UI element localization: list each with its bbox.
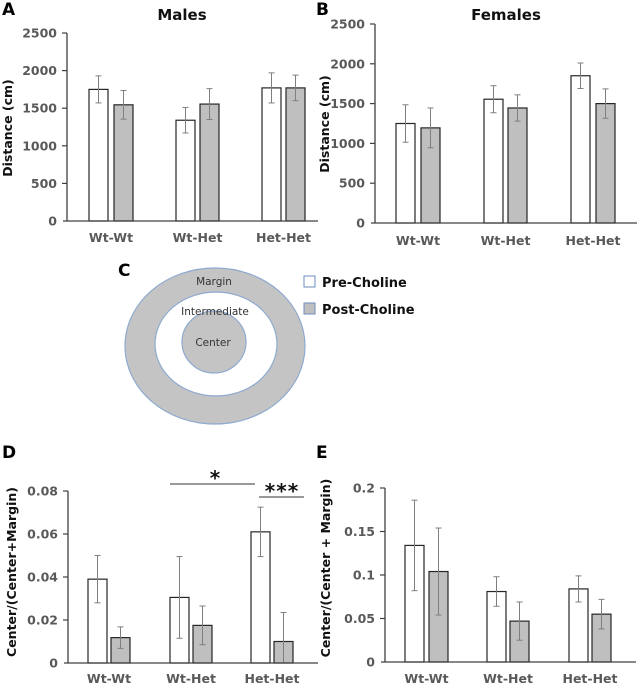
y-tick-label: 0.2	[353, 481, 375, 496]
y-axis-label-e: Center/(Center + Margin)	[318, 479, 333, 658]
x-tick-label: Het-Het	[256, 230, 311, 245]
panel-letter-d: D	[2, 443, 16, 463]
x-tick-label: Wt-Wt	[87, 671, 131, 685]
center-zone	[181, 310, 247, 374]
legend: Pre-Choline Post-Choline	[303, 275, 415, 318]
y-tick-label: 2000	[22, 63, 57, 78]
bar-pre-wt-wt	[88, 88, 109, 222]
y-tick-label: 0.02	[27, 613, 58, 628]
intermediate-label: Intermediate	[181, 306, 249, 318]
x-tick-label: Wt-Wt	[89, 230, 133, 245]
x-tick-label: Wt-Wt	[404, 671, 448, 685]
x-tick-label: Wt-Wt	[396, 233, 440, 248]
bar-pre-wt-het	[483, 98, 504, 224]
significance-label-2-text: ***	[265, 479, 299, 503]
x-tick-label: Het-Het	[565, 233, 620, 248]
panel-letter-e: E	[316, 443, 328, 463]
bar-post-het-het	[595, 102, 616, 224]
y-tick-label: 0.1	[353, 568, 375, 583]
bar-post-wt-het	[199, 103, 220, 222]
x-tick-label: Het-Het	[244, 671, 299, 685]
y-tick-label: 0.05	[344, 611, 375, 626]
center-label: Center	[195, 337, 231, 349]
y-tick-label: 0	[49, 656, 58, 671]
x-tick-label: Wt-Het	[483, 671, 533, 685]
significance-label-1: *	[210, 466, 221, 490]
x-tick-label: Het-Het	[562, 671, 617, 685]
panel-letter-c: C	[118, 261, 130, 281]
margin-label: Margin	[196, 276, 232, 288]
y-tick-label: 0.06	[27, 527, 58, 542]
y-tick-label: 0.08	[27, 484, 58, 499]
y-tick-label: 1000	[22, 138, 57, 153]
significance-annotations: * ***	[170, 466, 304, 503]
y-tick-label: 500	[31, 176, 57, 191]
bar-pre-wt-het	[175, 119, 196, 222]
y-tick-label: 0.04	[27, 570, 58, 585]
y-tick-label: 0.15	[344, 524, 375, 539]
bar-post-het-het	[285, 87, 306, 222]
chart-females: 0 500 1000 1500 2000 2500 Wt-Wt Wt-Het Het-Het	[330, 17, 637, 248]
arena-diagram: Margin Intermediate Center	[124, 267, 306, 425]
y-tick-label: 500	[339, 176, 365, 191]
chart-title-females: Females	[471, 6, 541, 24]
legend-label-post: Post-Choline	[322, 303, 415, 318]
x-tick-label: Wt-Het	[481, 233, 531, 248]
panel-letter-b: B	[316, 0, 329, 20]
y-axis-label-a: Distance (cm)	[0, 79, 15, 177]
chart-title-males: Males	[157, 6, 206, 24]
legend-label-pre: Pre-Choline	[322, 276, 407, 291]
y-tick-label: 0	[356, 216, 365, 231]
x-tick-label: Wt-Het	[166, 671, 216, 685]
y-tick-label: 1000	[330, 136, 365, 151]
y-tick-label: 1500	[330, 96, 365, 111]
bar-pre-het-het	[261, 87, 282, 222]
y-tick-label: 0	[48, 214, 57, 229]
y-axis-label-d: Center/(Center+Margin)	[4, 487, 19, 657]
y-tick-label: 1500	[22, 101, 57, 116]
legend-swatch-pre	[303, 275, 316, 288]
chart-center-ratio-males: 0 0.02 0.04 0.06 0.08 Wt-Wt Wt-Het Het-Het	[27, 484, 318, 685]
x-tick-label: Wt-Het	[173, 230, 223, 245]
chart-males: 0 500 1000 1500 2000 2500 Wt-Wt Wt-Het Het-Het	[22, 26, 318, 245]
legend-swatch-post	[303, 302, 316, 315]
y-tick-label: 2500	[330, 17, 365, 32]
y-tick-label: 0	[366, 655, 375, 670]
y-tick-label: 2500	[22, 26, 57, 41]
bar-post-wt-het	[507, 107, 528, 224]
bar-post-wt-wt	[113, 104, 134, 222]
chart-center-ratio-females: 0 0.05 0.1 0.15 0.2 Wt-Wt Wt-Het Het-Het	[344, 481, 636, 685]
bar-pre-het-het	[570, 75, 591, 224]
y-axis-label-b: Distance (cm)	[317, 75, 332, 173]
panel-letter-a: A	[2, 0, 16, 20]
y-tick-label: 2000	[330, 56, 365, 71]
